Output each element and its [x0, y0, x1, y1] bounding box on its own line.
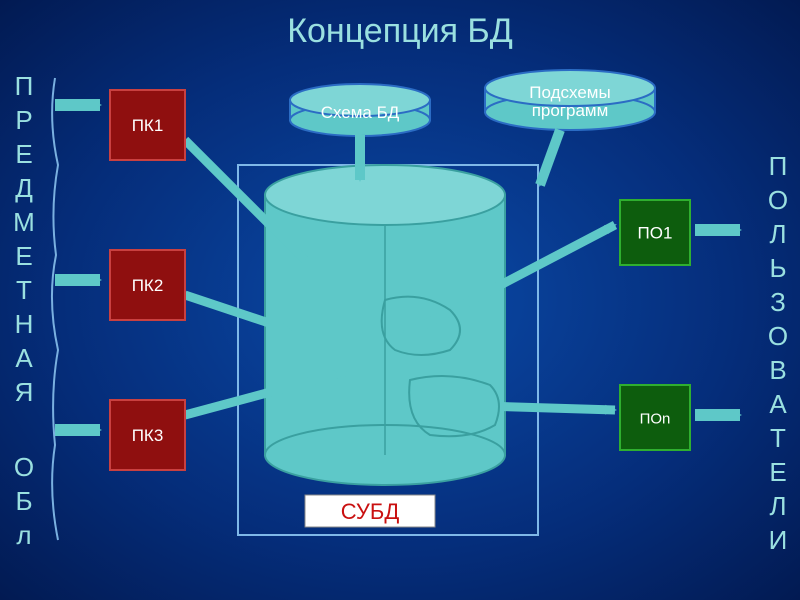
right-vertical-label: ПОЛЬЗОВАТЕЛИ: [768, 151, 788, 555]
po-box-1: ПОn: [620, 385, 690, 450]
svg-text:Схема БД: Схема БД: [321, 103, 400, 122]
pk-box-1: ПК2: [110, 250, 185, 320]
svg-text:ПОn: ПОn: [640, 411, 671, 428]
svg-text:Л: Л: [769, 491, 786, 521]
svg-text:В: В: [769, 355, 786, 385]
svg-text:программ: программ: [532, 101, 609, 120]
svg-text:А: А: [769, 389, 787, 419]
po-boxes: ПО1 ПОn: [620, 200, 690, 450]
pk-box-0: ПК1: [110, 90, 185, 160]
svg-text:Е: Е: [15, 241, 32, 271]
svg-text:З: З: [770, 287, 786, 317]
svg-text:Б: Б: [15, 486, 32, 516]
subd-label-box: СУБД: [305, 495, 435, 527]
diagram-root: Концепция БД ПРЕДМЕТНАЯОБл ПОЛЬЗОВАТЕЛИ …: [0, 0, 800, 600]
svg-text:Л: Л: [769, 219, 786, 249]
svg-text:Подсхемы: Подсхемы: [529, 83, 610, 102]
top-cylinder-0: Схема БД: [290, 84, 430, 136]
svg-text:ПК3: ПК3: [132, 426, 164, 445]
svg-text:ПК1: ПК1: [132, 116, 164, 135]
svg-text:И: И: [769, 525, 788, 555]
svg-text:Т: Т: [770, 423, 786, 453]
main-title: Концепция БД: [287, 12, 513, 50]
left-vertical-label: ПРЕДМЕТНАЯОБл: [13, 71, 35, 550]
pk-box-2: ПК3: [110, 400, 185, 470]
top-cylinder-1: Подсхемыпрограмм: [485, 70, 655, 130]
svg-text:М: М: [13, 207, 35, 237]
svg-text:П: П: [769, 151, 788, 181]
svg-text:Ь: Ь: [769, 253, 786, 283]
top-cylinders: Схема БД Подсхемыпрограмм: [290, 70, 655, 136]
svg-text:Н: Н: [15, 309, 34, 339]
svg-text:Р: Р: [15, 105, 32, 135]
svg-text:Е: Е: [769, 457, 786, 487]
svg-text:Я: Я: [15, 377, 34, 407]
svg-text:О: О: [768, 321, 788, 351]
svg-text:Е: Е: [15, 139, 32, 169]
svg-text:А: А: [15, 343, 33, 373]
wavy-divider: [52, 78, 58, 540]
svg-text:ПО1: ПО1: [638, 224, 673, 243]
svg-text:О: О: [14, 452, 34, 482]
svg-text:л: л: [16, 520, 31, 550]
svg-text:О: О: [768, 185, 788, 215]
svg-text:Т: Т: [16, 275, 32, 305]
svg-text:СУБД: СУБД: [341, 499, 400, 524]
po-box-0: ПО1: [620, 200, 690, 265]
svg-text:Д: Д: [15, 173, 33, 203]
pk-boxes: ПК1 ПК2 ПК3: [110, 90, 185, 470]
svg-text:ПК2: ПК2: [132, 276, 164, 295]
svg-text:П: П: [15, 71, 34, 101]
